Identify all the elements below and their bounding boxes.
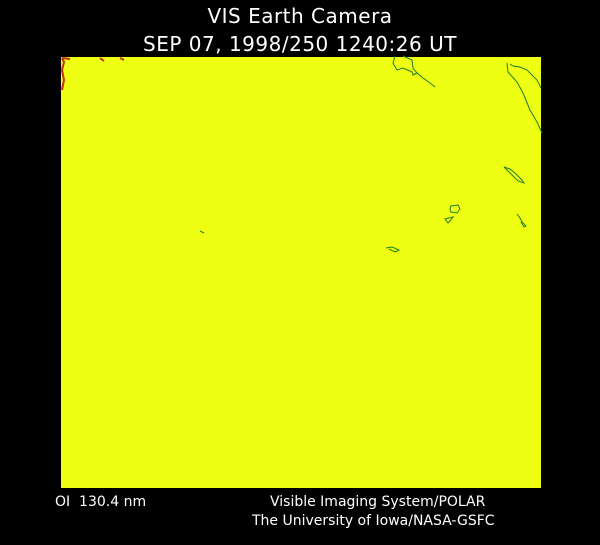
- coastline: [503, 166, 526, 184]
- coastline: [199, 230, 205, 234]
- coastline: [516, 213, 527, 228]
- coastline: [385, 246, 401, 253]
- wavelength-band: OI 130.4 nm: [55, 494, 147, 510]
- coastline: [392, 55, 436, 88]
- coastline: [444, 216, 455, 224]
- image-edge: [60, 57, 125, 91]
- institution-credit: The University of Iowa/NASA-GSFC: [252, 513, 495, 529]
- instrument-credit: Visible Imaging System/POLAR: [270, 494, 486, 510]
- coastlines: [199, 55, 543, 253]
- coastline: [509, 63, 542, 89]
- coastline: [449, 204, 461, 214]
- image-timestamp: SEP 07, 1998/250 1240:26 UT: [143, 32, 457, 56]
- coastline: [506, 62, 543, 134]
- image-title: VIS Earth Camera: [207, 4, 393, 28]
- image-field: [61, 57, 541, 488]
